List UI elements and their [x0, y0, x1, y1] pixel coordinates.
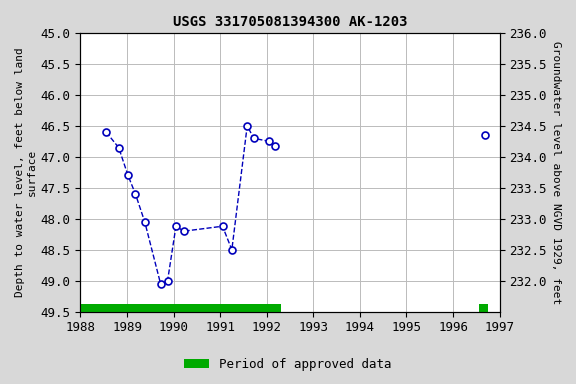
Y-axis label: Depth to water level, feet below land
surface: Depth to water level, feet below land su… [15, 48, 37, 297]
Legend: Period of approved data: Period of approved data [179, 353, 397, 376]
Title: USGS 331705081394300 AK-1203: USGS 331705081394300 AK-1203 [173, 15, 407, 29]
Y-axis label: Groundwater level above NGVD 1929, feet: Groundwater level above NGVD 1929, feet [551, 41, 561, 304]
Bar [479, 304, 488, 312]
Bar [81, 304, 281, 312]
